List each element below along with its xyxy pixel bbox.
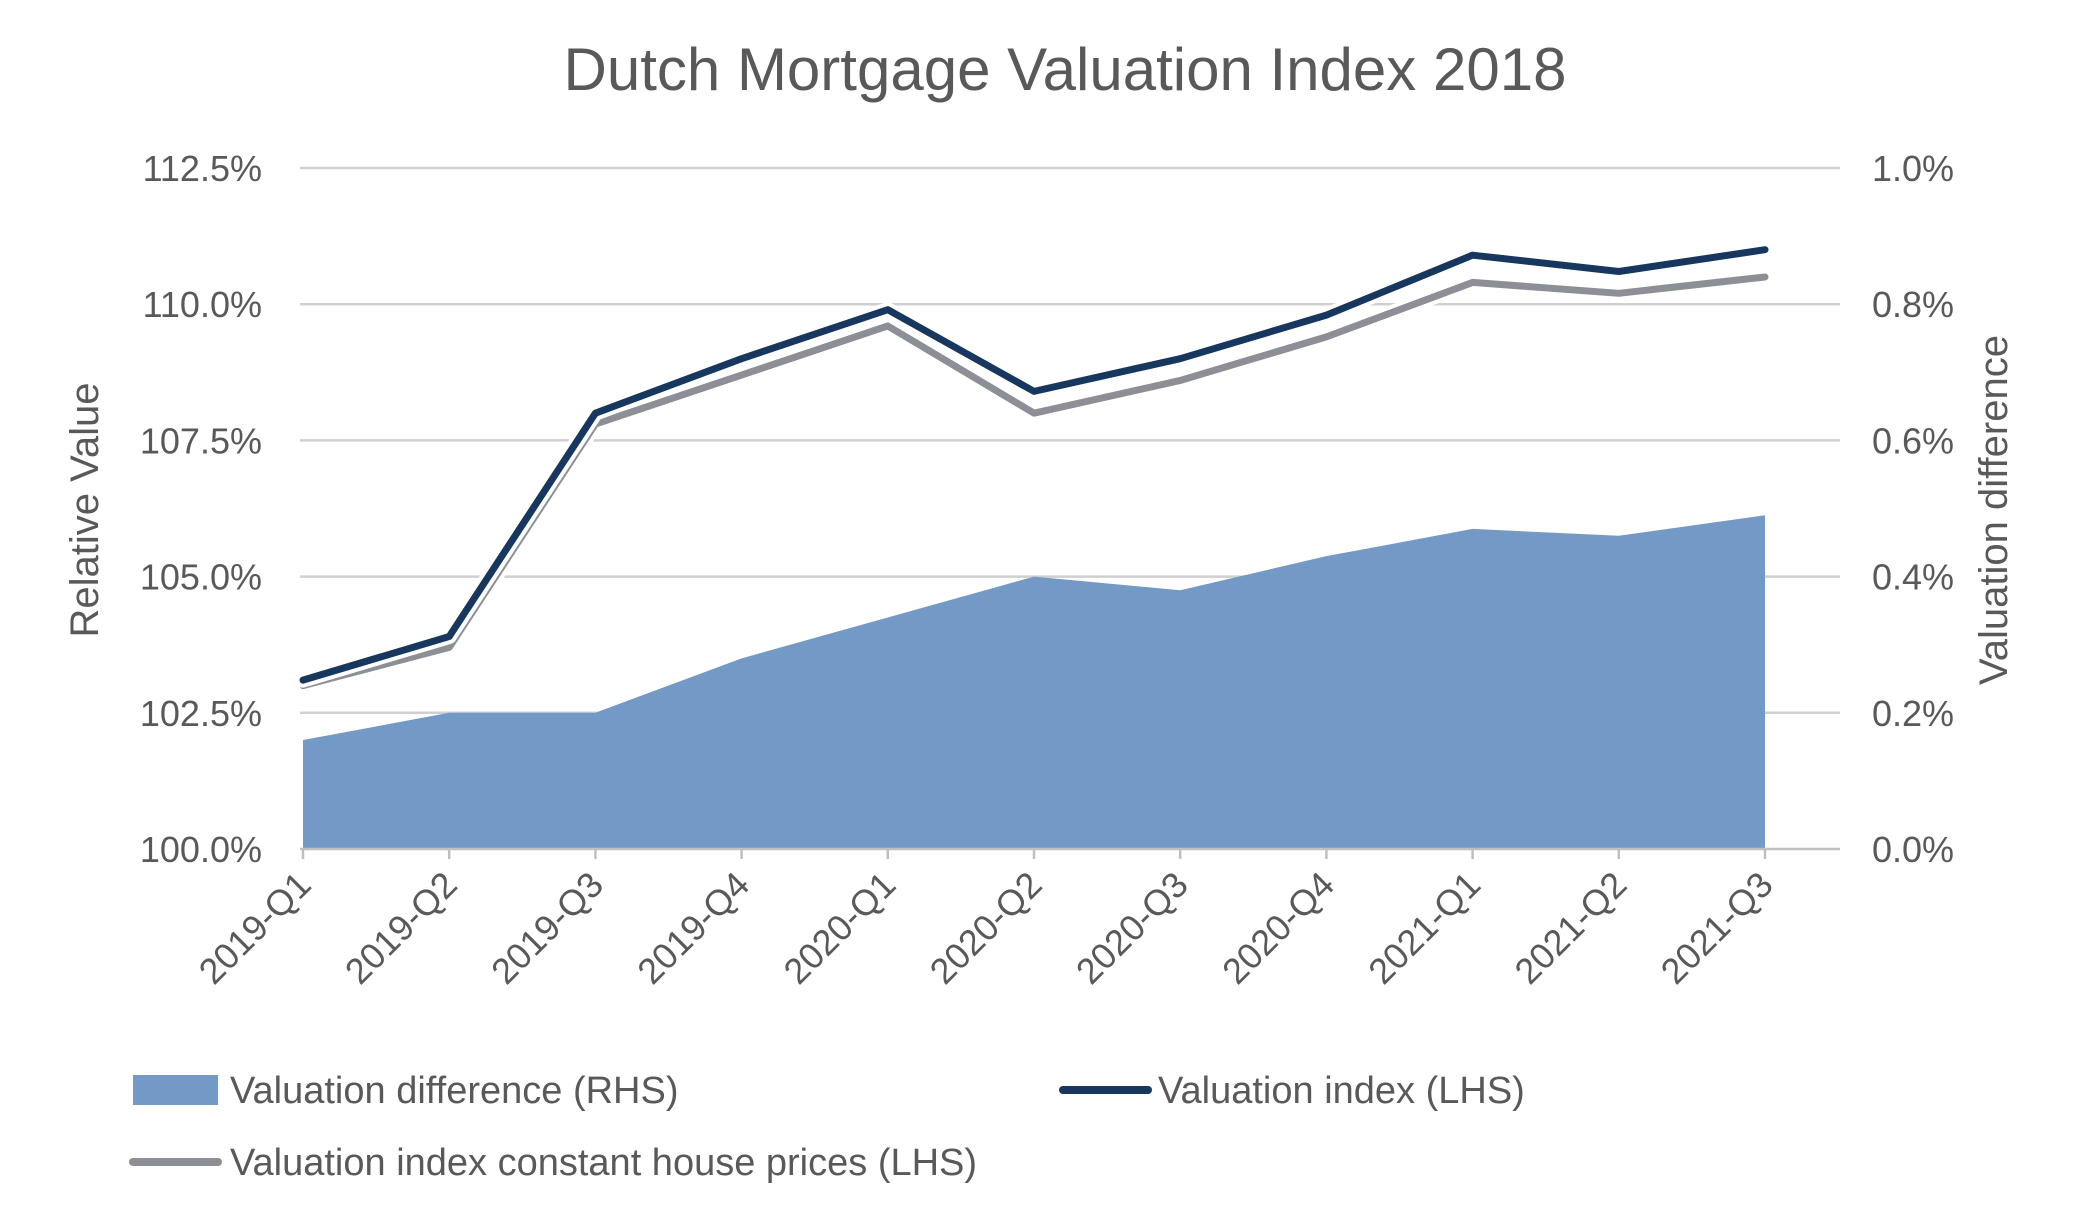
y-left-tick-label: 105.0% [140, 557, 262, 598]
y-left-tick-label: 102.5% [140, 693, 262, 734]
x-tick-label: 2020-Q1 [775, 864, 903, 992]
x-tick-label: 2019-Q1 [191, 864, 319, 992]
x-tick-label: 2020-Q4 [1214, 864, 1342, 992]
y-right-tick-label: 1.0% [1872, 148, 1954, 189]
x-tick-label: 2020-Q2 [922, 864, 1050, 992]
x-tick-label: 2021-Q1 [1360, 864, 1488, 992]
line-series-layer [295, 242, 1773, 694]
area-series-valuation-difference [303, 515, 1765, 849]
x-tick-label: 2019-Q2 [337, 864, 465, 992]
x-tick-label: 2019-Q4 [629, 864, 757, 992]
y-right-tick-label: 0.8% [1872, 284, 1954, 325]
y-left-tick-label: 107.5% [140, 420, 262, 461]
line-series-valuation-index [299, 246, 1769, 684]
chart-title: Dutch Mortgage Valuation Index 2018 [564, 36, 1567, 103]
legend-label: Valuation difference (RHS) [230, 1070, 679, 1112]
y-right-tick-label: 0.0% [1872, 829, 1954, 870]
y-right-axis-label: Valuation difference [1972, 335, 2016, 685]
x-tick-label: 2021-Q3 [1653, 864, 1781, 992]
y-right-tick-label: 0.2% [1872, 693, 1954, 734]
y-left-tick-label: 112.5% [143, 148, 262, 189]
area-series-layer [303, 515, 1765, 849]
legend-label: Valuation index (LHS) [1158, 1070, 1525, 1112]
y-right-tick-label: 0.4% [1872, 557, 1954, 598]
legend-label: Valuation index constant house prices (L… [230, 1142, 977, 1184]
x-tick-label: 2020-Q3 [1068, 864, 1196, 992]
y-left-axis-label: Relative Value [63, 383, 107, 638]
x-tick-label: 2021-Q2 [1506, 864, 1634, 992]
legend: Valuation difference (RHS) Valuation inde… [129, 1070, 1525, 1184]
x-tick-label: 2019-Q3 [483, 864, 611, 992]
legend-swatch-area [133, 1075, 218, 1105]
y-left-tick-label: 110.0% [143, 284, 262, 325]
y-right-tick-label: 0.6% [1872, 420, 1954, 461]
y-left-tick-label: 100.0% [140, 829, 262, 870]
